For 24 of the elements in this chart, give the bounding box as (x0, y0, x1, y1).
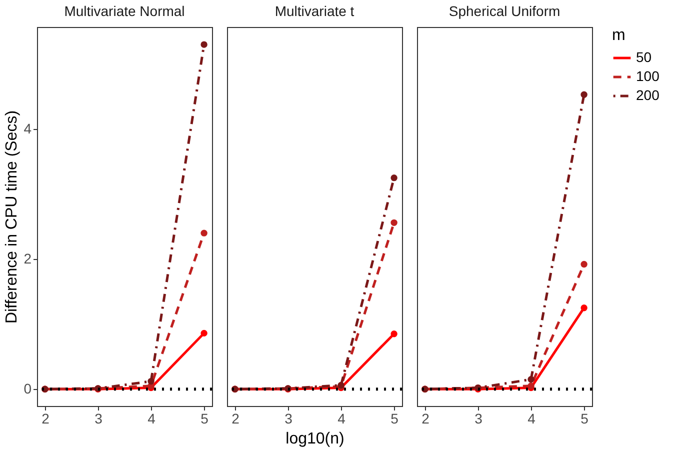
x-tick-label: 4 (148, 410, 156, 426)
x-tick-label: 2 (232, 410, 240, 426)
x-tick-label: 3 (474, 410, 483, 426)
legend-title: m (612, 27, 626, 44)
y-tick-label: 4 (24, 120, 32, 137)
legend-label: 200 (636, 87, 660, 103)
y-tick-label: 0 (24, 380, 32, 397)
x-tick-label: 2 (422, 410, 430, 426)
legend-label: 50 (636, 49, 652, 65)
x-tick-label: 2 (42, 410, 50, 426)
x-axis-title: log10(n) (286, 430, 344, 448)
x-tick-label: 5 (390, 410, 399, 426)
x-tick-label: 4 (338, 410, 346, 426)
y-axis-title: Difference in CPU time (Secs) (4, 110, 21, 324)
x-tick-label: 3 (94, 410, 103, 426)
legend-label: 100 (636, 68, 660, 84)
y-tick-label: 2 (24, 250, 32, 267)
x-tick-label: 5 (200, 410, 209, 426)
chart-title: Spherical Uniform (448, 3, 560, 19)
chart-title: Multivariate Normal (64, 3, 185, 19)
chart-title: Multivariate t (274, 3, 354, 19)
x-tick-label: 3 (284, 410, 293, 426)
x-tick-label: 4 (528, 410, 536, 426)
x-tick-label: 5 (580, 410, 589, 426)
